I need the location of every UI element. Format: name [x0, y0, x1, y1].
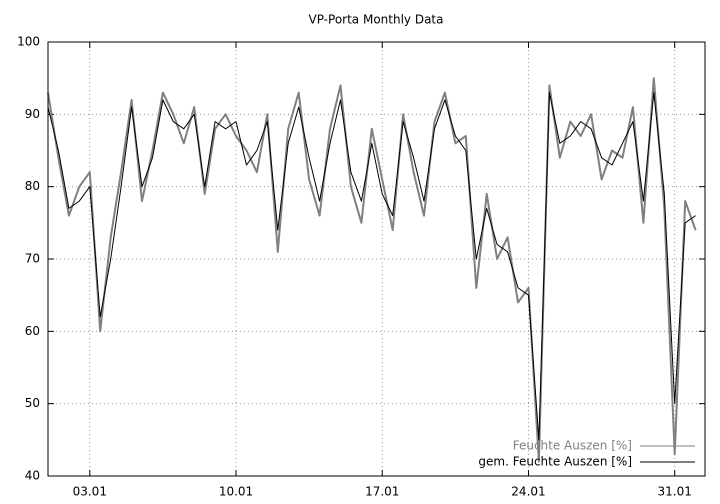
legend-label: gem. Feuchte Auszen [%]	[478, 455, 632, 469]
y-tick-label: 90	[25, 107, 40, 121]
y-tick-label: 40	[25, 469, 40, 483]
y-tick-label: 80	[25, 179, 40, 193]
series-line	[47, 77, 697, 463]
y-tick-label: 100	[17, 35, 40, 49]
x-tick-label: 24.01	[511, 485, 545, 499]
x-tick-label: 17.01	[365, 485, 399, 499]
x-tick-label: 03.01	[73, 485, 107, 499]
plot-frame	[47, 41, 706, 477]
y-tick-label: 70	[25, 252, 40, 266]
legend-label: Feuchte Auszen [%]	[513, 439, 632, 453]
x-tick-label: 31.01	[658, 485, 692, 499]
y-tick-label: 60	[25, 324, 40, 338]
y-tick-label: 50	[25, 396, 40, 410]
x-tick-label: 10.01	[219, 485, 253, 499]
chart-title: VP-Porta Monthly Data	[309, 13, 444, 27]
series-line	[47, 92, 696, 441]
